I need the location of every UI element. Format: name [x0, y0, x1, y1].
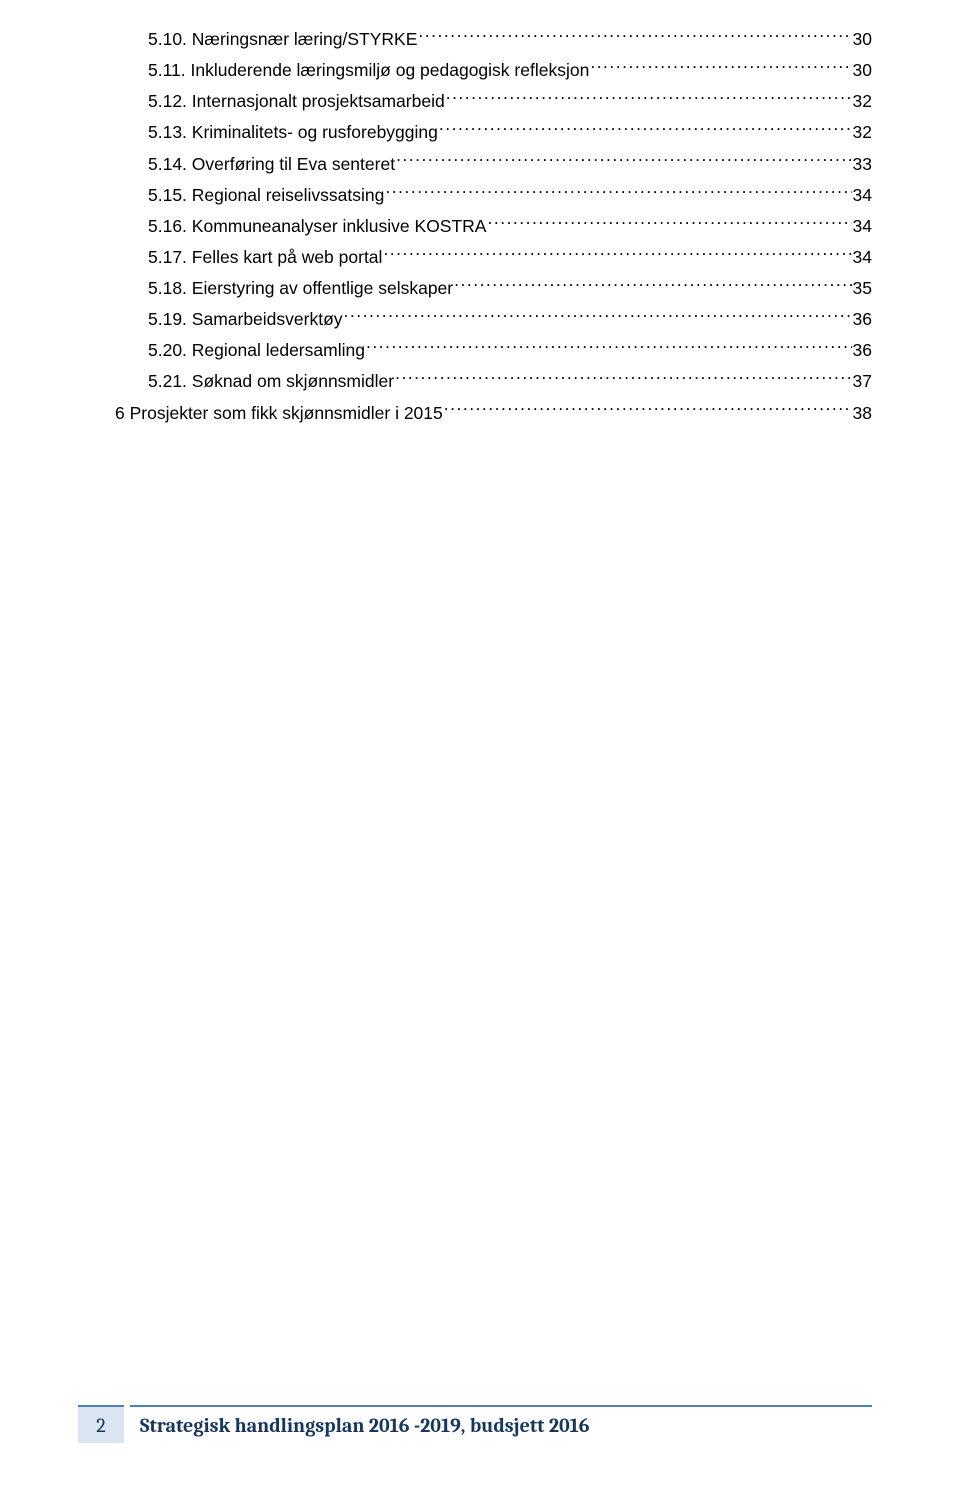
toc-entry: 5.20. Regional ledersamling 36: [115, 337, 872, 364]
toc-leader-dots: [396, 152, 851, 170]
toc-entry: 5.16. Kommuneanalyser inklusive KOSTRA 34: [115, 213, 872, 240]
toc-entry-page: 30: [853, 26, 872, 53]
toc-entry-page: 36: [853, 337, 872, 364]
toc-entry-label: 6 Prosjekter som fikk skjønnsmidler i 20…: [115, 400, 443, 427]
toc-entry-label: 5.20. Regional ledersamling: [148, 337, 365, 364]
toc-entry: 5.12. Internasjonalt prosjektsamarbeid 32: [115, 88, 872, 115]
toc-leader-dots: [487, 214, 851, 232]
toc-entry-label: 5.16. Kommuneanalyser inklusive KOSTRA: [148, 213, 486, 240]
toc-leader-dots: [590, 59, 851, 77]
toc-entry-label: 5.17. Felles kart på web portal: [148, 244, 382, 271]
toc-entry-page: 34: [853, 182, 872, 209]
toc-entry-label: 5.10. Næringsnær læring/STYRKE: [148, 26, 417, 53]
toc-entry-label: 5.21. Søknad om skjønnsmidler: [148, 368, 394, 395]
toc-entry: 6 Prosjekter som fikk skjønnsmidler i 20…: [115, 400, 872, 427]
toc-entry-page: 36: [853, 306, 872, 333]
toc-entry-label: 5.19. Samarbeidsverktøy: [148, 306, 343, 333]
toc-entry: 5.18. Eierstyring av offentlige selskape…: [115, 275, 872, 302]
toc-leader-dots: [395, 370, 851, 388]
toc-entry-page: 32: [853, 88, 872, 115]
toc-entry-label: 5.15. Regional reiselivssatsing: [148, 182, 384, 209]
toc-entry: 5.21. Søknad om skjønnsmidler 37: [115, 368, 872, 395]
toc-entry-label: 5.11. Inkluderende læringsmiljø og pedag…: [148, 57, 589, 84]
toc-entry: 5.14. Overføring til Eva senteret 33: [115, 151, 872, 178]
toc-entry-page: 35: [853, 275, 872, 302]
toc-entry-page: 34: [853, 244, 872, 271]
toc-entry: 5.19. Samarbeidsverktøy 36: [115, 306, 872, 333]
footer-document-title: Strategisk handlingsplan 2016 -2019, bud…: [130, 1405, 872, 1443]
toc-leader-dots: [444, 401, 852, 419]
toc-entry-page: 34: [853, 213, 872, 240]
toc-entry-page: 32: [853, 119, 872, 146]
toc-leader-dots: [383, 245, 851, 263]
toc-entry: 5.13. Kriminalitets- og rusforebygging 32: [115, 119, 872, 146]
toc-entry-page: 38: [853, 400, 872, 427]
toc-leader-dots: [344, 308, 852, 326]
toc-leader-dots: [418, 28, 851, 46]
toc-entry: 5.10. Næringsnær læring/STYRKE 30: [115, 26, 872, 53]
toc-entry-label: 5.13. Kriminalitets- og rusforebygging: [148, 119, 438, 146]
page-footer: 2 Strategisk handlingsplan 2016 -2019, b…: [78, 1405, 872, 1443]
toc-entry-label: 5.18. Eierstyring av offentlige selskape…: [148, 275, 453, 302]
toc-leader-dots: [385, 183, 851, 201]
toc-leader-dots: [366, 339, 852, 357]
table-of-contents: 5.10. Næringsnær læring/STYRKE 30 5.11. In…: [0, 0, 960, 427]
toc-entry-label: 5.12. Internasjonalt prosjektsamarbeid: [148, 88, 445, 115]
toc-entry-page: 37: [853, 368, 872, 395]
toc-entry: 5.15. Regional reiselivssatsing 34: [115, 182, 872, 209]
toc-entry-label: 5.14. Overføring til Eva senteret: [148, 151, 395, 178]
toc-leader-dots: [454, 277, 851, 295]
toc-entry: 5.11. Inkluderende læringsmiljø og pedag…: [115, 57, 872, 84]
toc-leader-dots: [446, 90, 852, 108]
toc-entry-page: 33: [853, 151, 872, 178]
toc-entry-page: 30: [853, 57, 872, 84]
footer-page-number: 2: [78, 1405, 124, 1443]
toc-leader-dots: [439, 121, 852, 139]
toc-entry: 5.17. Felles kart på web portal 34: [115, 244, 872, 271]
